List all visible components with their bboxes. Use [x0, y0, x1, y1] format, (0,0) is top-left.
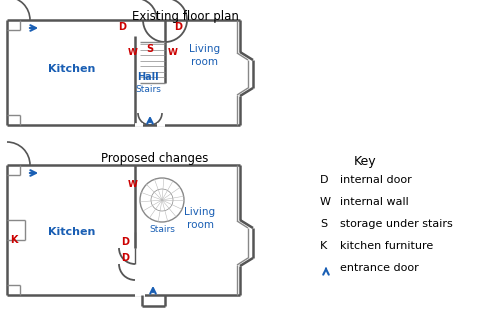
Text: Stairs: Stairs	[135, 85, 161, 94]
Text: D: D	[121, 253, 129, 263]
Text: internal door: internal door	[340, 175, 412, 185]
Text: Living
room: Living room	[184, 207, 216, 230]
Text: W: W	[128, 48, 138, 57]
Text: kitchen furniture: kitchen furniture	[340, 241, 433, 251]
Text: K: K	[10, 235, 18, 245]
Text: S: S	[320, 219, 327, 229]
Text: storage under stairs: storage under stairs	[340, 219, 453, 229]
Text: D: D	[320, 175, 328, 185]
Text: Living
room: Living room	[190, 44, 220, 67]
Text: entrance door: entrance door	[340, 263, 419, 273]
Text: D: D	[121, 237, 129, 247]
Text: Existing floor plan: Existing floor plan	[132, 10, 238, 23]
Text: Stairs: Stairs	[149, 225, 175, 234]
Text: Proposed changes: Proposed changes	[102, 152, 208, 165]
Text: W: W	[168, 48, 178, 57]
Text: W: W	[128, 180, 138, 189]
Text: D: D	[174, 22, 182, 32]
Text: Hall: Hall	[137, 72, 159, 82]
Text: W: W	[320, 197, 331, 207]
Text: Key: Key	[354, 155, 376, 168]
Text: D: D	[118, 22, 126, 32]
Text: K: K	[320, 241, 327, 251]
Text: Kitchen: Kitchen	[48, 64, 96, 74]
Text: Kitchen: Kitchen	[48, 227, 96, 237]
Text: S: S	[146, 44, 154, 54]
Text: internal wall: internal wall	[340, 197, 409, 207]
